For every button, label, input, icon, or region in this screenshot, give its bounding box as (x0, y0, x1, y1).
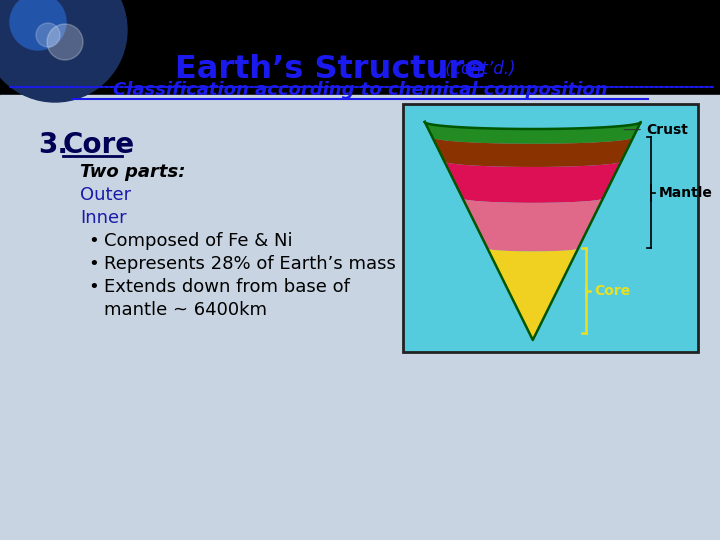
Text: •: • (88, 232, 99, 250)
Polygon shape (425, 122, 641, 144)
Text: Mantle: Mantle (659, 186, 713, 200)
Text: Core: Core (594, 284, 631, 298)
Text: Classification according to chemical composition: Classification according to chemical com… (113, 81, 607, 99)
Bar (403, 104, 698, 352)
Text: (cont’d.): (cont’d.) (440, 60, 516, 78)
Circle shape (36, 23, 60, 47)
Text: Extends down from base of: Extends down from base of (104, 278, 350, 296)
Text: •: • (88, 278, 99, 296)
Text: Crust: Crust (624, 123, 688, 137)
Text: Represents 28% of Earth’s mass: Represents 28% of Earth’s mass (104, 255, 396, 273)
Polygon shape (432, 137, 634, 167)
Polygon shape (487, 248, 578, 340)
Circle shape (47, 24, 83, 60)
Bar (0, 0, 720, 100)
Text: Two parts:: Two parts: (80, 163, 186, 181)
Text: Outer: Outer (80, 186, 131, 204)
Text: •: • (88, 255, 99, 273)
Polygon shape (462, 198, 603, 252)
Polygon shape (444, 161, 621, 203)
Circle shape (0, 0, 127, 102)
Text: Inner: Inner (80, 209, 127, 227)
Circle shape (10, 0, 66, 50)
Text: Core: Core (63, 131, 135, 159)
Bar (0, 95, 720, 540)
Text: Earth’s Structure: Earth’s Structure (174, 53, 485, 84)
Text: 3.: 3. (38, 131, 68, 159)
Text: Composed of Fe & Ni: Composed of Fe & Ni (104, 232, 292, 250)
Text: mantle ~ 6400km: mantle ~ 6400km (104, 301, 267, 319)
